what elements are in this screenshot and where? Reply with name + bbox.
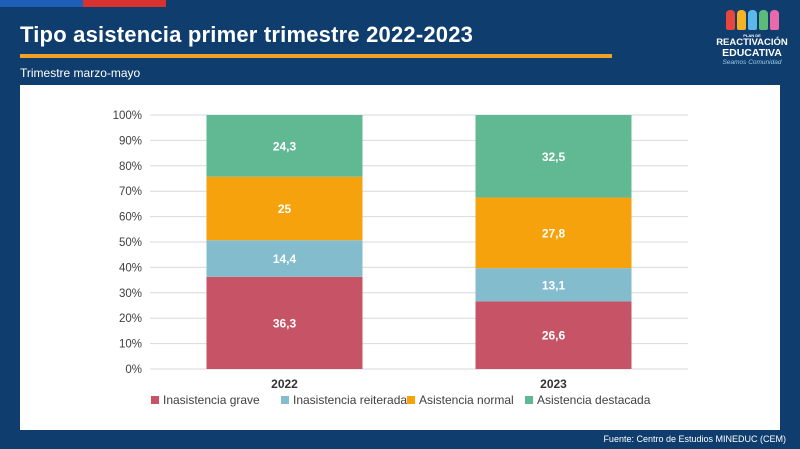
y-tick-label: 0% [125,364,142,376]
x-tick-label: 2022 [271,377,298,391]
legend-label: Asistencia normal [419,393,514,407]
data-label: 36,3 [273,316,297,330]
logo-line-3: EDUCATIVA [722,47,782,59]
bar-segment [206,276,363,369]
bar-segment [475,197,632,269]
raised-hands-icon [712,4,792,32]
y-tick-label: 60% [119,212,142,224]
data-label: 26,6 [542,329,566,343]
bar-segment [206,240,363,277]
title-underline [20,54,612,58]
legend-swatch [407,396,415,404]
reactivacion-educativa-logo: PLAN DE REACTIVACIÓN EDUCATIVA Seamos Co… [712,4,792,74]
legend-label: Inasistencia reiterada [293,393,407,407]
page-title: Tipo asistencia primer trimestre 2022-20… [20,22,474,47]
page-subtitle: Trimestre marzo-mayo [20,66,141,80]
legend-swatch [151,396,159,404]
y-tick-label: 50% [119,237,142,249]
logo-tagline: Seamos Comunidad [722,59,782,66]
bar-segment [475,301,632,369]
flag-blue-segment [0,0,83,7]
data-label: 25 [278,202,292,216]
hand-icon [758,10,768,30]
y-tick-label: 30% [119,288,142,300]
bar-segment [475,268,632,302]
y-tick-label: 40% [119,262,142,274]
y-tick-label: 20% [119,313,142,325]
flag-stripe [0,0,166,7]
hand-icon [725,10,735,30]
x-tick-label: 2023 [540,377,567,391]
data-label: 24,3 [273,139,297,153]
y-tick-label: 90% [119,135,142,147]
y-tick-label: 100% [113,110,142,122]
legend-label: Asistencia destacada [537,393,651,407]
bar-segment [206,115,363,177]
hand-icon [747,10,757,30]
legend-label: Inasistencia grave [163,393,260,407]
logo-line-1: PLAN DE [743,33,761,38]
data-label: 13,1 [542,278,566,292]
y-tick-label: 10% [119,339,142,351]
y-tick-label: 70% [119,186,142,198]
legend-swatch [281,396,289,404]
flag-red-segment [83,0,166,7]
logo-line-2: REACTIVACIÓN [716,37,788,48]
y-tick-label: 80% [119,161,142,173]
data-label: 32,5 [542,150,566,164]
data-label: 27,8 [542,226,566,240]
bar-segment [206,176,363,241]
chart-panel: 0% 10% 20% 30% 40% 50% 60% 70% 80% 90% 100% 36,3 14,… [20,85,780,430]
bar-segment [475,115,632,198]
source-note: Fuente: Centro de Estudios MINEDUC (CEM) [603,434,786,444]
legend-swatch [525,396,533,404]
data-label: 14,4 [273,252,297,266]
stacked-bar-chart: 0% 10% 20% 30% 40% 50% 60% 70% 80% 90% 100% 36,3 14,… [113,110,688,407]
hand-icon [769,10,779,30]
hand-icon [736,10,746,30]
